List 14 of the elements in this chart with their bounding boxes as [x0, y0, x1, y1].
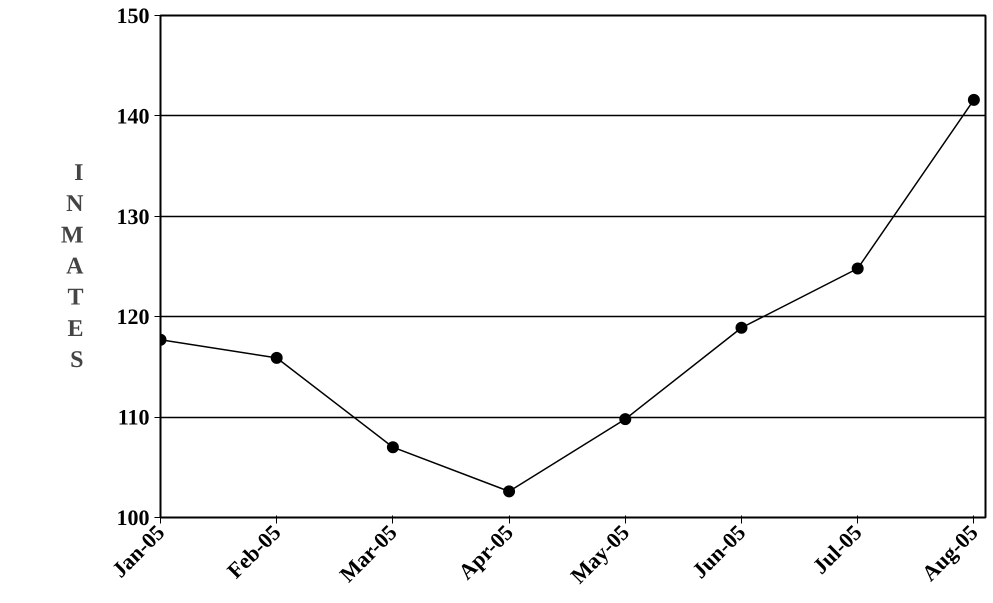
point [968, 94, 980, 106]
point [852, 262, 864, 274]
y-tick-label: 140 [116, 103, 150, 128]
y-axis-title: INMATES [60, 160, 84, 374]
point [619, 413, 632, 426]
y-tick-label: 100 [116, 505, 150, 530]
y-tick-label: 130 [116, 204, 150, 229]
y-tick-label: 150 [116, 3, 150, 28]
point [270, 352, 283, 364]
y-tick-label: 110 [118, 404, 150, 430]
y-tick-label: 120 [116, 304, 150, 330]
point [503, 485, 516, 498]
point [386, 441, 399, 454]
point [735, 322, 748, 334]
